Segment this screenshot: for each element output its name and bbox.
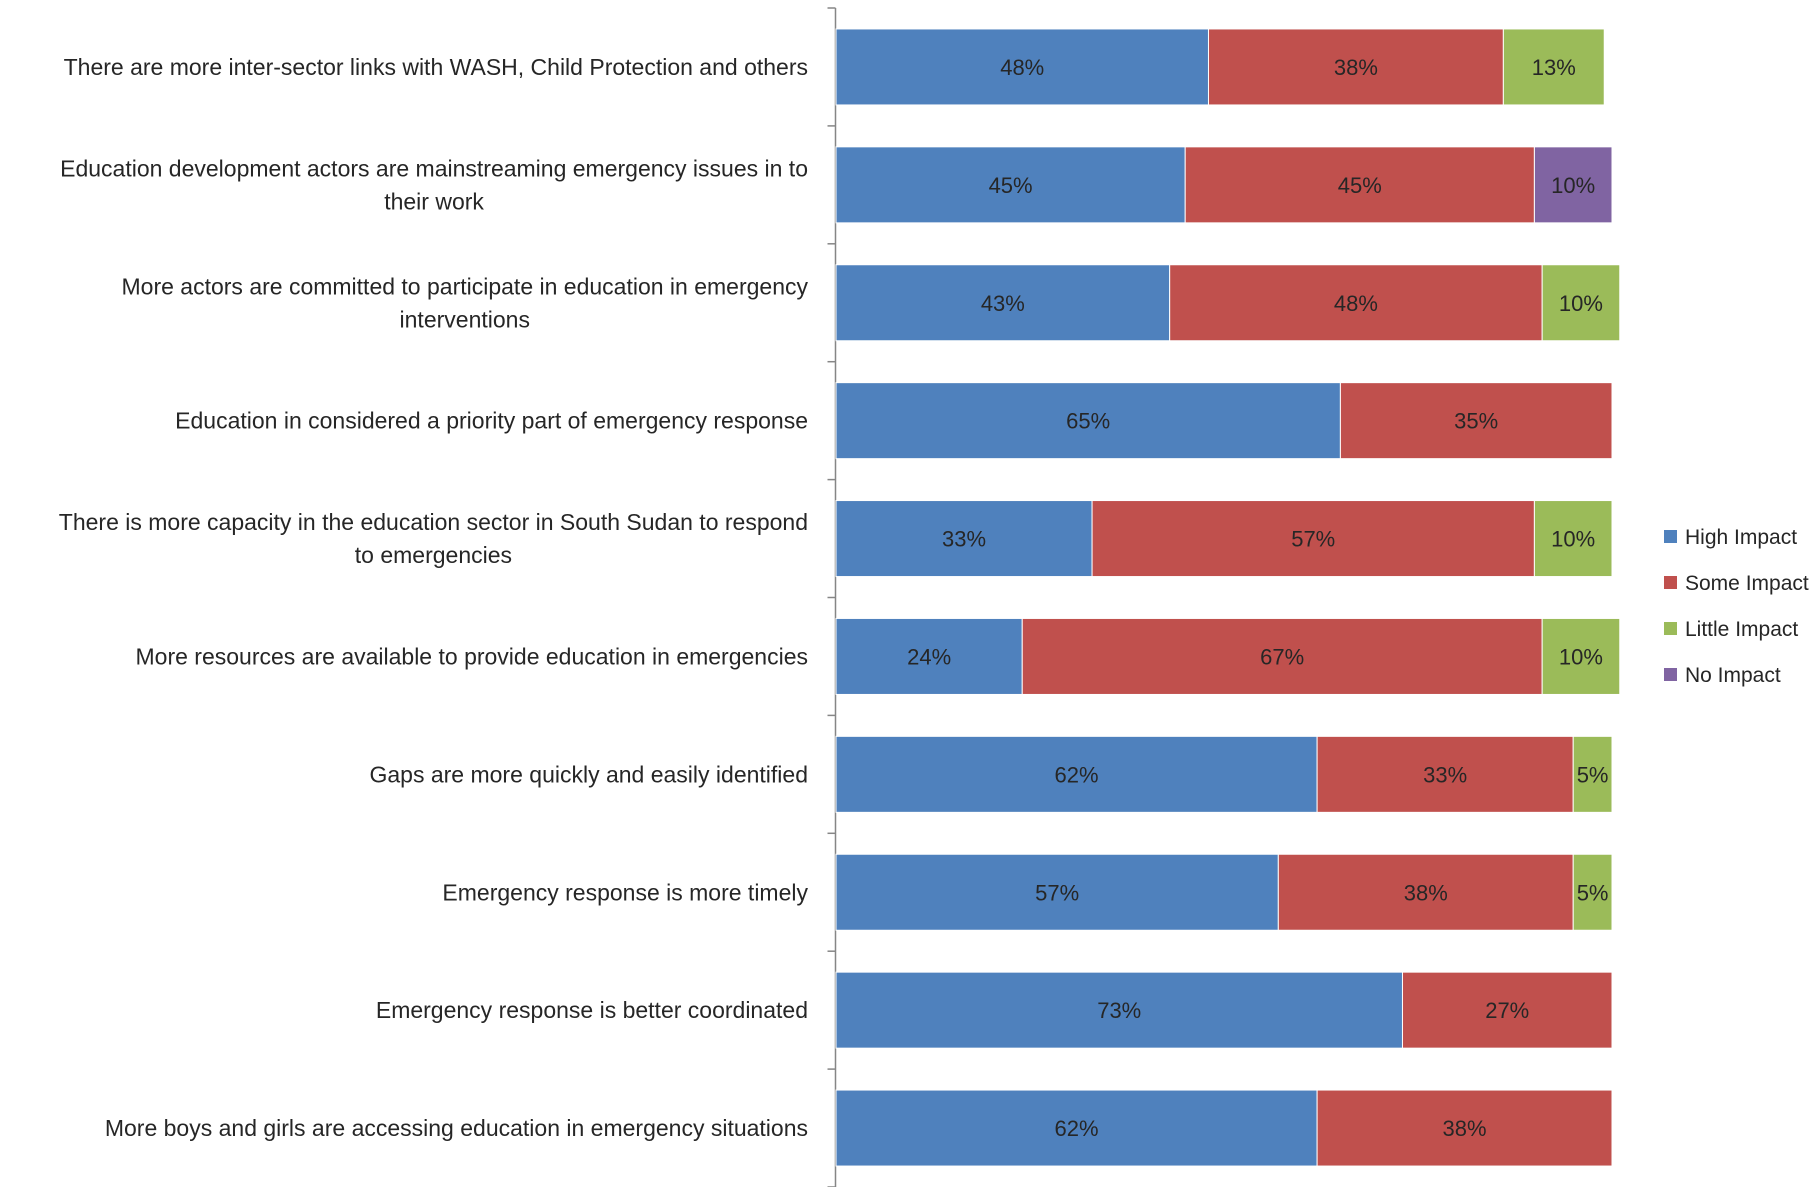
bar-data-label: 10% bbox=[1559, 644, 1603, 669]
bar-data-label: 48% bbox=[1334, 291, 1378, 316]
bar-data-label: 27% bbox=[1485, 998, 1529, 1023]
legend-swatch bbox=[1664, 530, 1677, 543]
category-label: More actors are committed to participate… bbox=[122, 273, 809, 332]
bar-segment-little-impact bbox=[1541, 617, 1621, 695]
legend-label: No Impact bbox=[1685, 664, 1781, 687]
bar-data-label: 45% bbox=[989, 173, 1033, 198]
bar-segment-little-impact bbox=[1572, 853, 1613, 931]
bar-segment-some-impact bbox=[1339, 382, 1613, 460]
bar-data-label: 38% bbox=[1443, 1116, 1487, 1141]
bar-data-label: 13% bbox=[1532, 55, 1576, 80]
category-label: There are more inter-sector links with W… bbox=[64, 54, 808, 80]
bar-data-label: 5% bbox=[1577, 762, 1609, 787]
bar-segment-some-impact bbox=[1207, 28, 1504, 106]
bar-segment-no-impact bbox=[1533, 146, 1613, 224]
bar-data-label: 43% bbox=[981, 291, 1025, 316]
legend-label: High Impact bbox=[1685, 526, 1797, 549]
bar-segment-high-impact bbox=[835, 264, 1171, 342]
bar-segment-some-impact bbox=[1184, 146, 1535, 224]
bar-segment-some-impact bbox=[1091, 500, 1535, 578]
bar-segment-some-impact bbox=[1316, 735, 1574, 813]
bar-data-label: 57% bbox=[1035, 880, 1079, 905]
bar-data-label: 38% bbox=[1404, 880, 1448, 905]
bar-segment-little-impact bbox=[1533, 500, 1613, 578]
bar-segment-high-impact bbox=[835, 853, 1279, 931]
bar-segment-high-impact bbox=[835, 382, 1341, 460]
category-label: Emergency response is better coordinated bbox=[376, 997, 808, 1023]
bar-data-label: 10% bbox=[1551, 527, 1595, 552]
bar-data-label: 10% bbox=[1551, 173, 1595, 198]
bar-data-label: 5% bbox=[1577, 880, 1609, 905]
bar-segment-high-impact bbox=[835, 1089, 1318, 1167]
category-label: More resources are available to provide … bbox=[136, 643, 808, 669]
bar-segment-little-impact bbox=[1572, 735, 1613, 813]
bar-segment-high-impact bbox=[835, 146, 1186, 224]
bar-data-label: 48% bbox=[1000, 55, 1044, 80]
bar-data-label: 33% bbox=[1423, 762, 1467, 787]
bar-data-label: 10% bbox=[1559, 291, 1603, 316]
bar-data-label: 38% bbox=[1334, 55, 1378, 80]
category-label: There is more capacity in the education … bbox=[59, 509, 808, 568]
bar-segment-some-impact bbox=[1316, 1089, 1613, 1167]
bar-data-label: 62% bbox=[1055, 1116, 1099, 1141]
bar-data-label: 57% bbox=[1291, 527, 1335, 552]
category-label: Gaps are more quickly and easily identif… bbox=[369, 761, 808, 787]
bar-data-label: 35% bbox=[1454, 409, 1498, 434]
bar-segment-high-impact bbox=[835, 971, 1403, 1049]
bar-data-label: 73% bbox=[1097, 998, 1141, 1023]
legend-label: Some Impact bbox=[1685, 572, 1809, 595]
bar-segment-high-impact bbox=[835, 500, 1093, 578]
bar-data-label: 62% bbox=[1055, 762, 1099, 787]
bar-data-label: 65% bbox=[1066, 409, 1110, 434]
bar-data-label: 45% bbox=[1338, 173, 1382, 198]
legend-swatch bbox=[1664, 622, 1677, 635]
bar-data-label: 33% bbox=[942, 527, 986, 552]
bar-segment-some-impact bbox=[1401, 971, 1613, 1049]
bar-segment-high-impact bbox=[835, 28, 1209, 106]
bar-segment-high-impact bbox=[835, 617, 1023, 695]
category-label: Education development actors are mainstr… bbox=[60, 155, 808, 214]
bar-data-label: 67% bbox=[1260, 644, 1304, 669]
bar-data-label: 24% bbox=[907, 644, 951, 669]
legend-swatch bbox=[1664, 576, 1677, 589]
bar-segment-some-impact bbox=[1169, 264, 1543, 342]
bar-segment-some-impact bbox=[1021, 617, 1543, 695]
bar-segment-high-impact bbox=[835, 735, 1318, 813]
category-label: Education in considered a priority part … bbox=[175, 408, 808, 434]
bar-segment-little-impact bbox=[1541, 264, 1621, 342]
legend-swatch bbox=[1664, 668, 1677, 681]
category-label: More boys and girls are accessing educat… bbox=[105, 1115, 808, 1141]
category-label: Emergency response is more timely bbox=[442, 879, 808, 905]
bar-segment-little-impact bbox=[1502, 28, 1605, 106]
bar-segment-some-impact bbox=[1277, 853, 1574, 931]
legend-label: Little Impact bbox=[1685, 618, 1798, 641]
